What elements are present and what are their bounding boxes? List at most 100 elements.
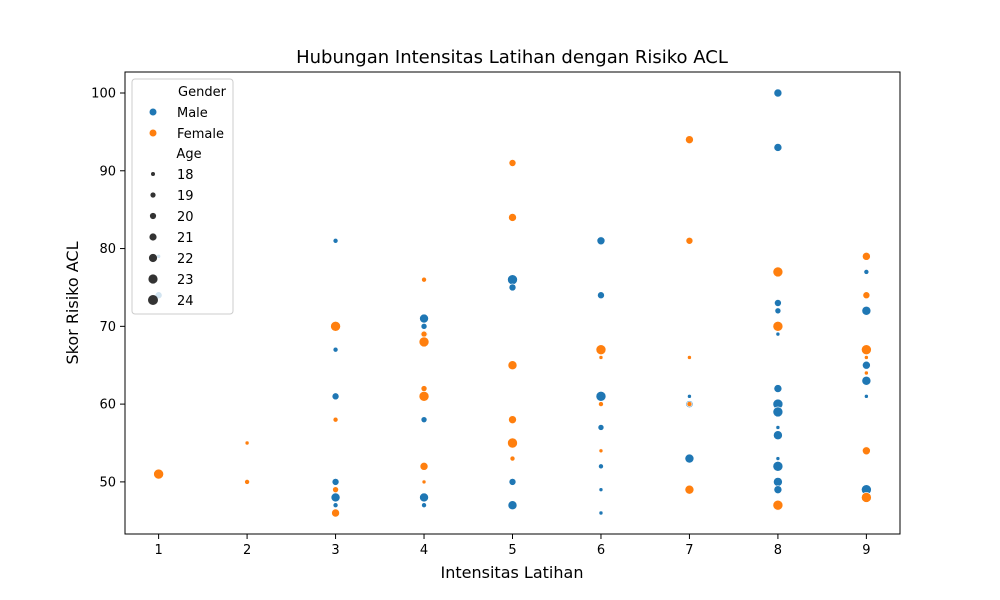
legend-age-21-label: 21 xyxy=(177,231,194,246)
point-female-x9-y54 xyxy=(862,446,871,456)
plot-frame xyxy=(124,71,901,535)
point-male-x4-y71 xyxy=(419,313,429,324)
x-tick-label-7: 7 xyxy=(685,543,693,558)
y-tick-label-50: 50 xyxy=(99,475,116,490)
point-male-x3-y67 xyxy=(332,346,339,353)
point-male-x5-y76 xyxy=(507,274,518,285)
point-male-x6-y57 xyxy=(597,424,605,431)
point-male-x5-y47 xyxy=(507,500,518,511)
y-tick-label-70: 70 xyxy=(99,320,116,335)
legend-age-23-marker xyxy=(148,274,158,284)
y-tick-label-90: 90 xyxy=(99,164,116,179)
point-female-x4-y50 xyxy=(421,479,427,485)
legend-age-20-label: 20 xyxy=(177,210,194,225)
point-female-x9-y64 xyxy=(864,370,869,376)
point-male-x8-y56 xyxy=(773,430,783,441)
point-male-x9-y61 xyxy=(864,394,869,399)
point-male-x9-y65 xyxy=(862,360,871,370)
point-male-x9-y63 xyxy=(861,375,872,386)
point-male-x3-y61 xyxy=(331,392,340,401)
point-female-x4-y76 xyxy=(421,276,427,283)
point-male-x8-y50 xyxy=(773,477,783,487)
point-male-x8-y62 xyxy=(773,384,783,393)
point-male-x6-y74 xyxy=(597,291,605,300)
x-tick-label-2: 2 xyxy=(243,543,251,558)
point-female-x5-y55 xyxy=(507,437,518,449)
legend-age-18-label: 18 xyxy=(177,168,194,183)
point-male-x9-y72 xyxy=(861,305,872,316)
point-female-x7-y49 xyxy=(684,484,695,495)
point-male-x7-y53 xyxy=(684,453,695,464)
point-female-x4-y52 xyxy=(419,462,429,471)
point-male-x8-y73 xyxy=(774,299,782,307)
legend-age-23-label: 23 xyxy=(177,273,194,288)
point-female-x9-y67 xyxy=(861,344,872,355)
point-female-x7-y60 xyxy=(686,401,693,407)
legend-male-label: Male xyxy=(177,106,208,121)
legend-age-19-label: 19 xyxy=(177,189,194,204)
point-female-x3-y49 xyxy=(332,486,339,493)
chart-title: Hubungan Intensitas Latihan dengan Risik… xyxy=(296,47,728,68)
legend-age-20-marker xyxy=(149,212,157,220)
y-tick-label-100: 100 xyxy=(91,87,116,102)
x-tick-label-6: 6 xyxy=(597,543,605,558)
point-female-x7-y81 xyxy=(685,236,694,245)
point-male-x6-y52 xyxy=(598,463,604,470)
point-female-x3-y58 xyxy=(332,416,339,423)
point-male-x3-y48 xyxy=(330,492,341,503)
point-female-x5-y65 xyxy=(507,360,518,371)
x-tick-label-5: 5 xyxy=(508,543,516,558)
point-male-x6-y49 xyxy=(598,487,604,492)
point-female-x6-y60 xyxy=(598,401,604,407)
legend-age-24-label: 24 xyxy=(177,294,194,309)
point-female-x8-y70 xyxy=(772,321,784,332)
point-female-x8-y77 xyxy=(772,266,784,278)
x-tick-label-3: 3 xyxy=(331,543,339,558)
point-female-x9-y74 xyxy=(862,291,871,300)
x-axis-ticks: 1 2 3 4 5 6 7 8 9 xyxy=(154,534,871,558)
point-male-x8-y93 xyxy=(773,143,783,152)
point-female-x9-y48 xyxy=(861,492,872,503)
y-tick-label-60: 60 xyxy=(99,398,116,413)
point-male-x3-y47 xyxy=(332,502,339,509)
point-female-x9-y66 xyxy=(864,355,869,360)
point-female-x2-y50 xyxy=(244,479,250,485)
point-female-x5-y91 xyxy=(508,159,517,167)
point-male-x8-y53 xyxy=(775,456,781,461)
point-female-x7-y66 xyxy=(687,355,692,360)
point-female-x9-y79 xyxy=(862,252,871,261)
point-male-x7-y61 xyxy=(687,394,692,399)
x-axis-label: Intensitas Latihan xyxy=(441,563,584,582)
y-axis-label: Skor Risiko ACL xyxy=(63,241,82,364)
data-points xyxy=(153,88,872,518)
point-male-x8-y59 xyxy=(772,406,784,418)
point-female-x6-y67 xyxy=(595,344,607,355)
point-male-x8-y69 xyxy=(775,331,781,337)
point-male-x8-y72 xyxy=(774,307,782,315)
point-male-x6-y46 xyxy=(598,510,604,516)
point-male-x8-y49 xyxy=(773,485,783,494)
legend-age-24-marker xyxy=(148,295,158,305)
point-female-x4-y62 xyxy=(420,385,428,392)
point-female-x6-y66 xyxy=(598,355,604,360)
x-tick-label-1: 1 xyxy=(154,543,162,558)
legend-male-marker xyxy=(149,108,157,116)
point-female-x4-y69 xyxy=(420,330,428,338)
point-male-x4-y48 xyxy=(419,492,429,503)
point-male-x5-y50 xyxy=(508,478,517,486)
point-male-x4-y58 xyxy=(420,416,428,423)
point-female-x5-y58 xyxy=(508,415,517,424)
point-male-x6-y61 xyxy=(595,391,607,402)
legend-hue-title: Gender xyxy=(178,85,227,100)
point-female-x3-y46 xyxy=(331,508,340,518)
legend-age-18-marker xyxy=(151,172,155,176)
legend-age-19-marker xyxy=(150,192,156,198)
point-female-x7-y94 xyxy=(685,135,694,144)
point-male-x6-y81 xyxy=(596,236,606,246)
legend-age-22-marker xyxy=(148,253,158,263)
legend-female-marker xyxy=(149,129,157,137)
point-female-x8-y47 xyxy=(772,499,784,511)
y-axis-ticks: 50 60 70 80 90 100 xyxy=(91,87,125,490)
legend-size-title: Age xyxy=(176,147,201,162)
